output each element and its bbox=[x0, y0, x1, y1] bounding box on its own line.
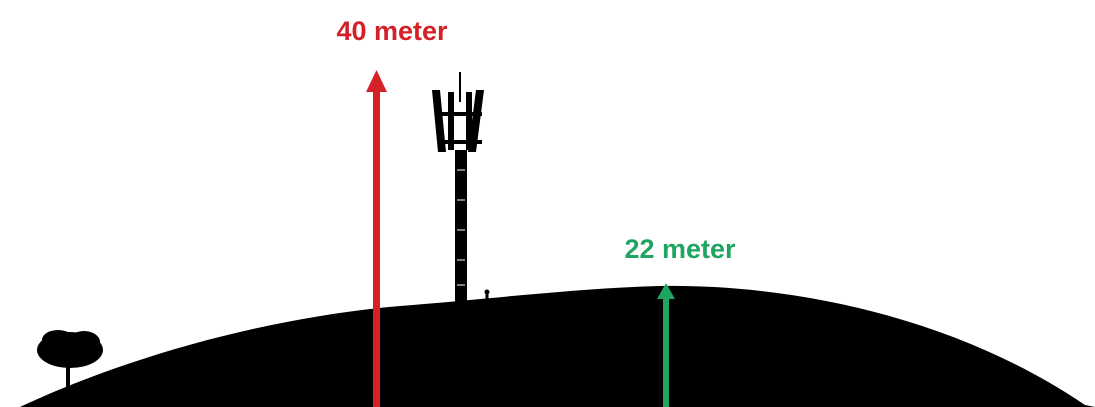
height-label: 22 meter bbox=[624, 234, 736, 264]
diagram: 40 meter 22 meter bbox=[0, 0, 1095, 407]
height-label: 40 meter bbox=[336, 16, 448, 46]
page: {"labels": [ {"text": "40 meter"}, {"tex… bbox=[0, 0, 1095, 407]
